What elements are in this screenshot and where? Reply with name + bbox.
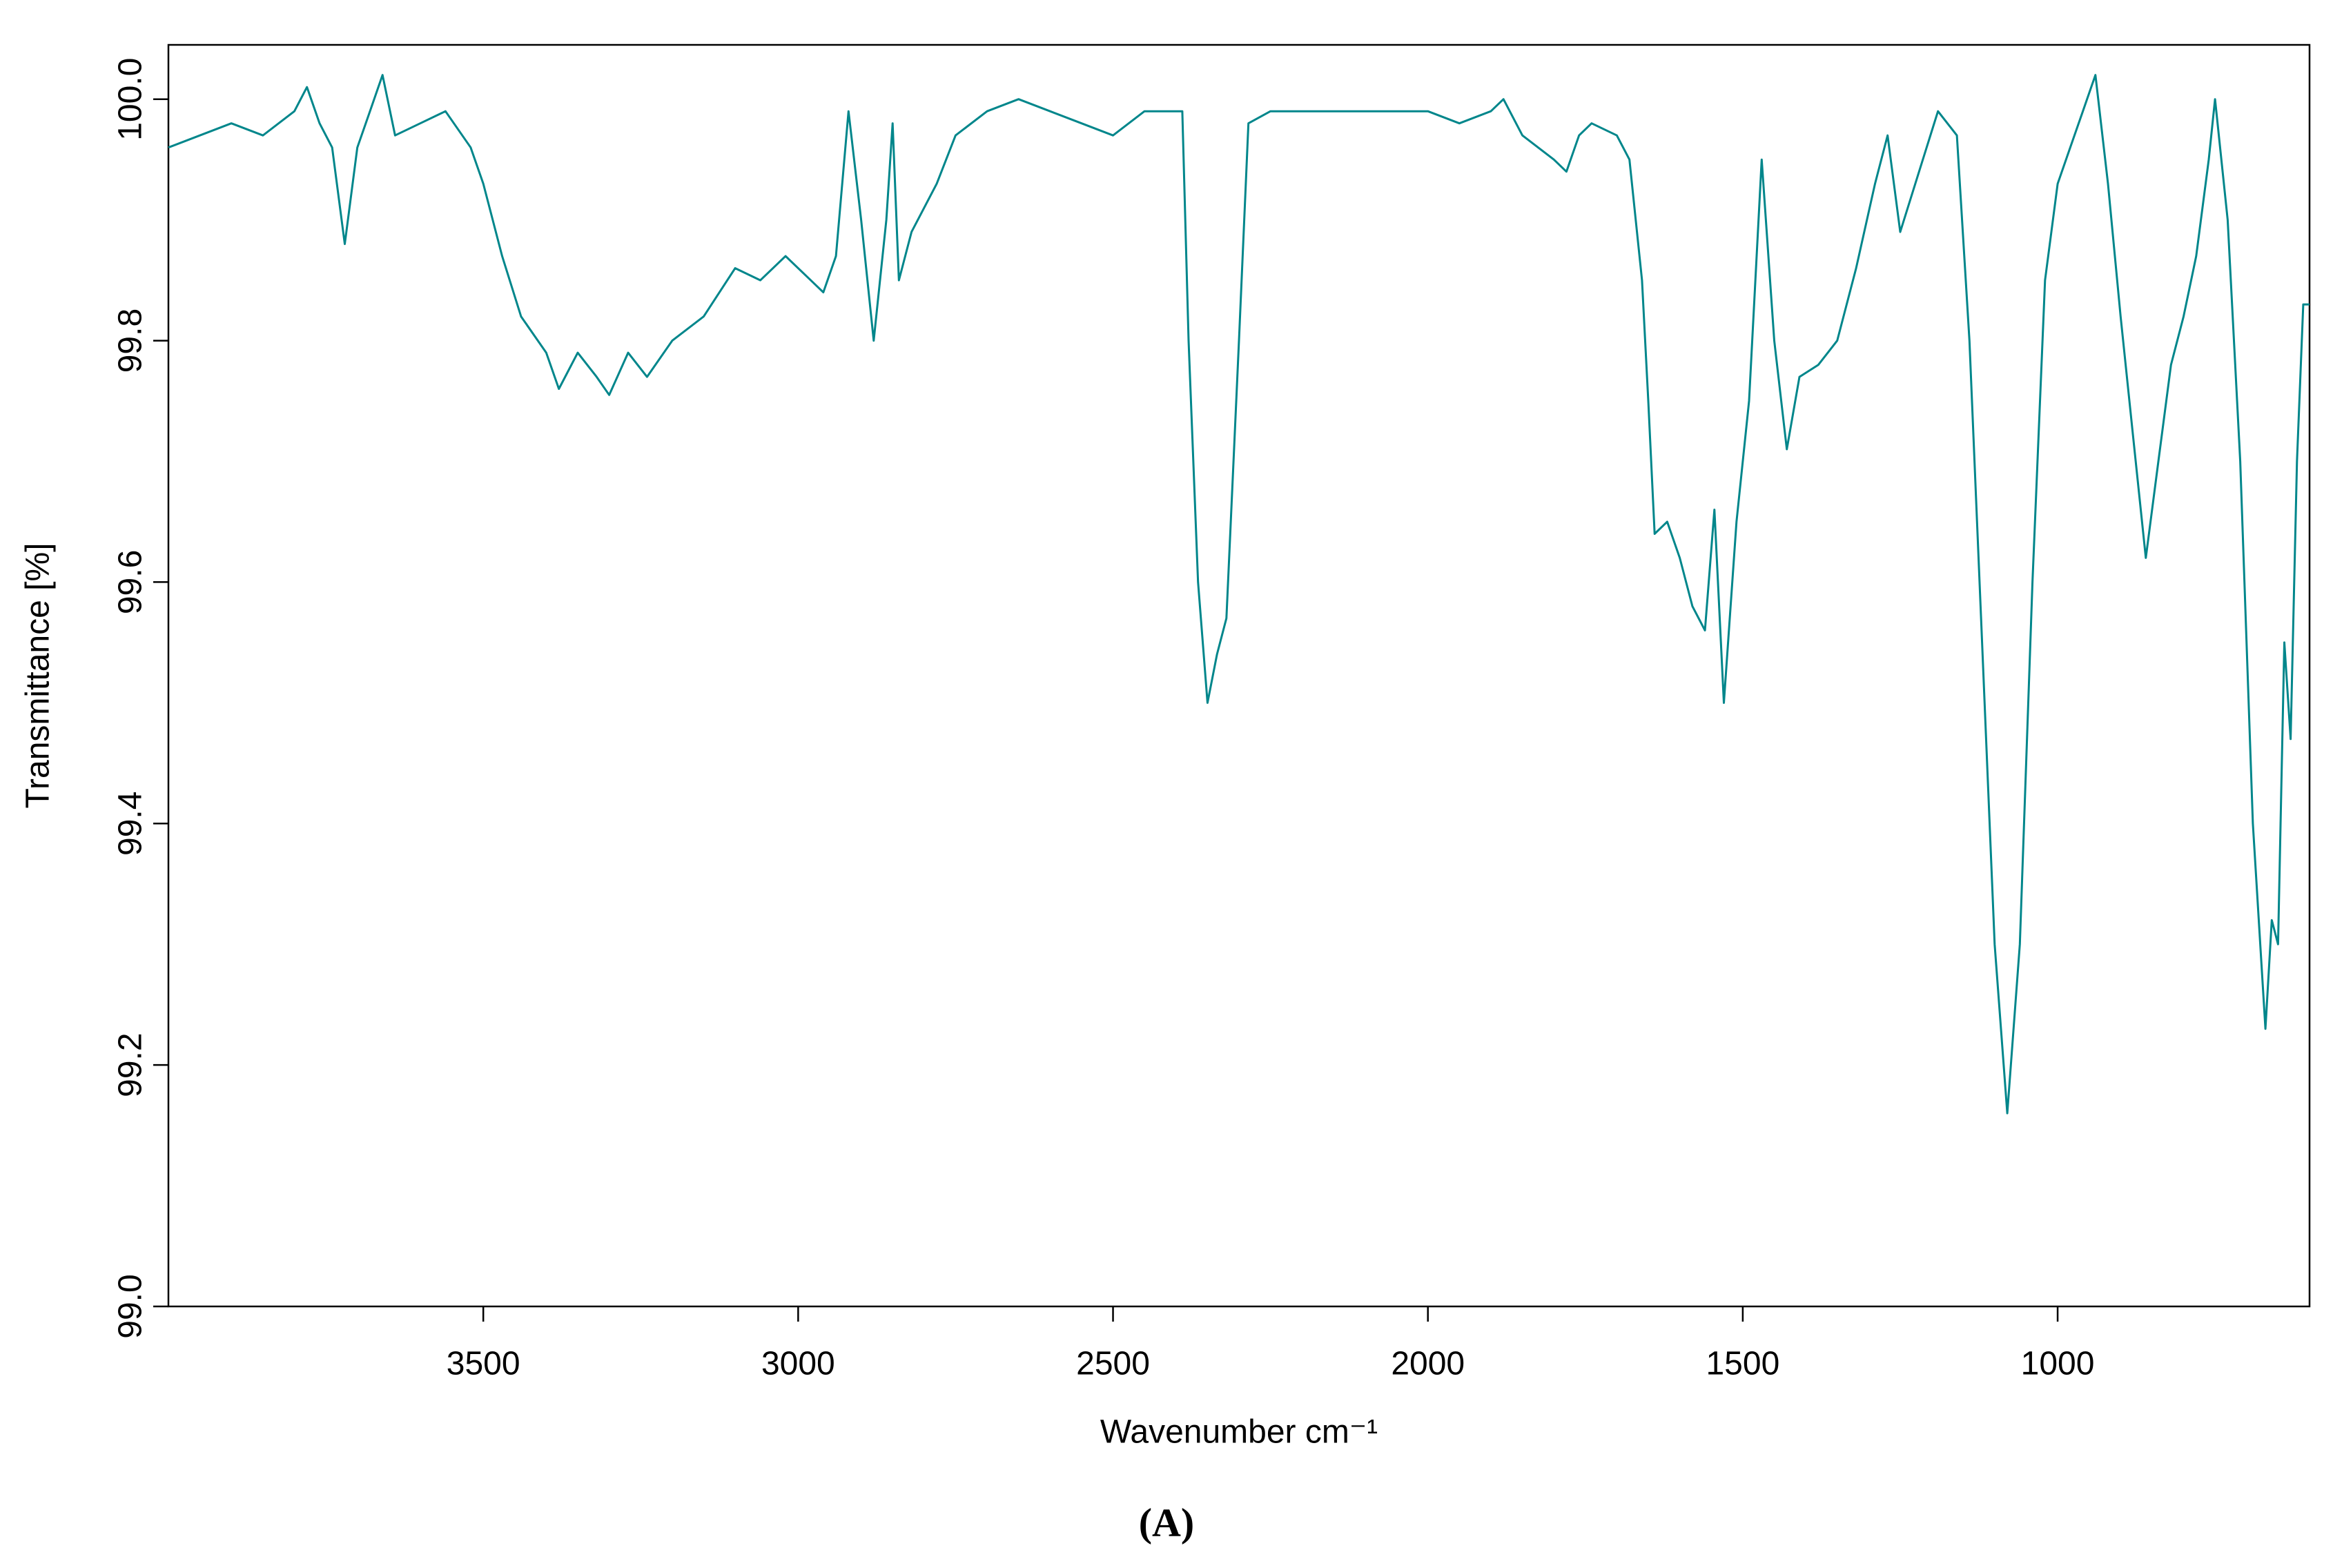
y-tick-label: 99.8 [113, 308, 149, 373]
spectrum-line [168, 74, 2310, 1115]
x-tick-label: 2500 [1076, 1346, 1150, 1382]
y-axis-label: Transmittance [%] [20, 542, 57, 808]
x-tick-label: 1500 [1706, 1346, 1779, 1382]
x-tick-label: 3500 [447, 1346, 520, 1382]
y-tick-label: 99.4 [113, 792, 149, 856]
plot-frame [167, 43, 2311, 1308]
x-tick-label: 3000 [761, 1346, 835, 1382]
y-tick-label: 99.6 [113, 550, 149, 614]
caption: (A) [1139, 1500, 1195, 1545]
y-tick-label: 100.0 [113, 58, 149, 141]
x-axis-label: Wavenumber cm⁻¹ [1100, 1414, 1378, 1451]
y-tick-label: 99.0 [113, 1274, 149, 1338]
x-tick-label: 2000 [1391, 1346, 1465, 1382]
x-tick-label: 1000 [2021, 1346, 2095, 1382]
y-tick-label: 99.2 [113, 1032, 149, 1097]
